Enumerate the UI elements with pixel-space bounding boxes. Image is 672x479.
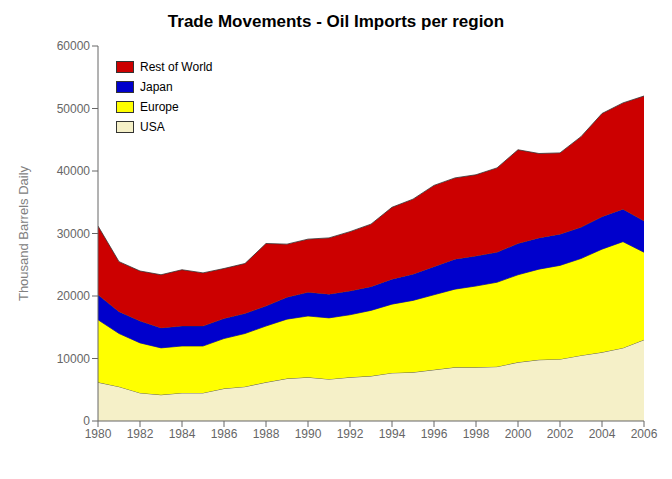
svg-text:1992: 1992: [337, 427, 364, 441]
svg-text:0: 0: [83, 414, 90, 428]
svg-text:30000: 30000: [57, 227, 91, 241]
svg-text:2000: 2000: [505, 427, 532, 441]
html-text:USA: USA: [140, 120, 165, 134]
svg-text:1990: 1990: [295, 427, 322, 441]
svg-text:1984: 1984: [169, 427, 196, 441]
svg-text:40000: 40000: [57, 164, 91, 178]
svg-text:1980: 1980: [85, 427, 112, 441]
html-text:Trade Movements - Oil Imports: Trade Movements - Oil Imports per region: [167, 12, 505, 31]
svg-text:Thousand Barrels Daily: Thousand Barrels Daily: [16, 165, 31, 301]
svg-text:1994: 1994: [379, 427, 406, 441]
svg-text:1982: 1982: [127, 427, 154, 441]
svg-text:1988: 1988: [253, 427, 280, 441]
svg-text:1998: 1998: [463, 427, 490, 441]
svg-text:20000: 20000: [57, 289, 91, 303]
svg-text:10000: 10000: [57, 352, 91, 366]
svg-text:2002: 2002: [547, 427, 574, 441]
svg-text:50000: 50000: [57, 102, 91, 116]
svg-text:1986: 1986: [211, 427, 238, 441]
svg-text:2006: 2006: [631, 427, 658, 441]
html-text:Europe: Europe: [140, 100, 179, 114]
html-text:Rest of World: Rest of World: [140, 60, 213, 74]
svg-text:2004: 2004: [589, 427, 616, 441]
svg-text:60000: 60000: [57, 39, 91, 53]
svg-text:1996: 1996: [421, 427, 448, 441]
html-text:Japan: Japan: [140, 80, 173, 94]
